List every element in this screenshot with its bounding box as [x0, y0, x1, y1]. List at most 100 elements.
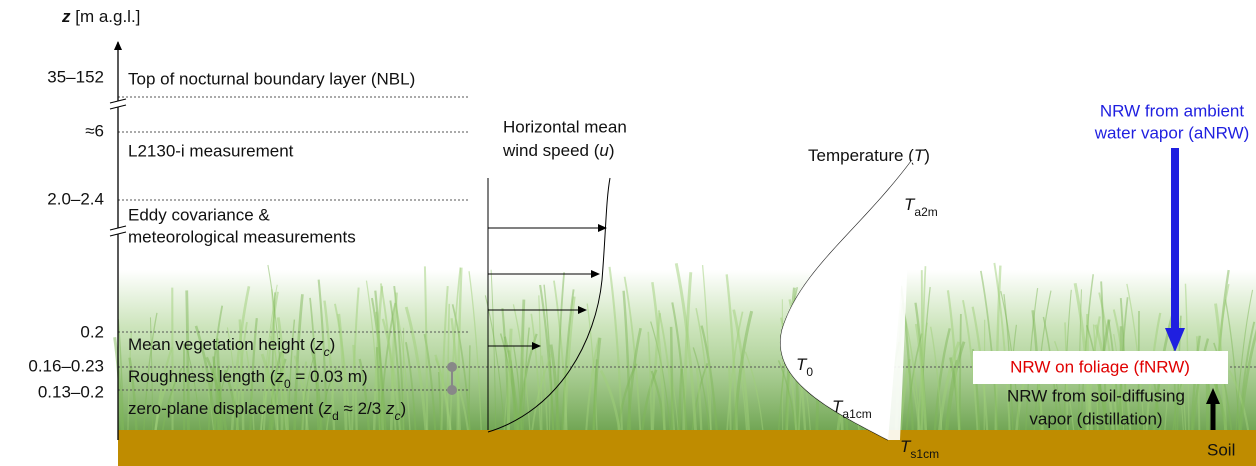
grass-blade [300, 357, 315, 433]
grass-blade [185, 290, 190, 433]
tick-label: ≈6 [85, 121, 104, 140]
nrw-ambient: NRW from ambient [1100, 101, 1244, 120]
grass-blade [230, 286, 251, 433]
grass-blade [379, 283, 397, 433]
level-text: Eddy covariance & [128, 205, 270, 224]
grass-blade [586, 303, 598, 433]
temperature-label: Ta1cm [832, 397, 872, 421]
grass-blade [434, 354, 451, 433]
nrw-soil: vapor (distillation) [1029, 409, 1162, 428]
grass-blade [538, 295, 543, 433]
grass-blade [962, 300, 979, 433]
grass-blade [543, 284, 554, 433]
temperature-label: T0 [796, 355, 813, 379]
level-text: meteorological measurements [128, 227, 356, 246]
grass-blade [154, 347, 173, 433]
grass-blade [215, 338, 222, 433]
grass-blade [200, 364, 215, 433]
grass-blade [323, 300, 336, 433]
grass-blade [945, 341, 966, 433]
grass-blade [268, 351, 282, 433]
grass-blade [530, 313, 542, 433]
grass-blade [946, 290, 961, 433]
grass-blade [993, 262, 1011, 433]
nrw-soil: NRW from soil-diffusing [1007, 386, 1185, 405]
grass-blade [127, 332, 132, 433]
grass-blade [549, 344, 561, 433]
tick-label: 0.16–0.23 [28, 356, 104, 375]
temperature-title: Temperature (T) [808, 146, 930, 165]
grass-blade [933, 328, 951, 433]
level-text: L2130-i measurement [128, 141, 294, 160]
grass-blade [381, 318, 402, 433]
grass-blade [311, 350, 323, 433]
axis-break [109, 225, 127, 237]
soil-label: Soil [1207, 440, 1235, 459]
grass-blade [437, 371, 442, 433]
grass-blade [305, 371, 312, 433]
grass-blade [352, 344, 358, 433]
grass-blade [692, 347, 710, 433]
grass-blade [161, 367, 183, 433]
grass-blade [592, 337, 602, 433]
nrw-ambient: water vapor (aNRW) [1094, 123, 1250, 142]
level-text: Roughness length (z0 = 0.03 m) [128, 367, 368, 391]
level-text: Top of nocturnal boundary layer (NBL) [128, 69, 415, 88]
grass-blade [1073, 282, 1094, 433]
temperature-label: Ta2m [904, 195, 938, 219]
grass-blade [651, 282, 666, 433]
grass-blade [599, 369, 622, 433]
grass-blade [301, 361, 308, 433]
grass-blade [259, 370, 274, 433]
wind-title: Horizontal mean [503, 117, 627, 136]
grass-blade [186, 347, 201, 433]
grass-blade [1184, 283, 1190, 433]
grass-blade [1126, 283, 1145, 433]
grass-blade [732, 310, 754, 433]
grass-blade [695, 367, 703, 433]
grass-blade [271, 289, 279, 433]
tick-label: 0.2 [80, 322, 104, 341]
grass-blade [205, 356, 228, 433]
grass-blade [440, 285, 449, 433]
grass-blade [512, 304, 531, 433]
nrw-foliage: NRW on foliage (fNRW) [1010, 357, 1190, 376]
level-text: zero-plane displacement (zd ≈ 2/3 zc) [128, 399, 406, 423]
grass-blade [1224, 299, 1240, 433]
grass-blade [668, 366, 679, 433]
grass-blade [143, 312, 158, 433]
grass-blade [920, 270, 924, 433]
grass-blade [695, 308, 712, 433]
grass-blade [561, 289, 575, 433]
tick-label: 2.0–2.4 [47, 189, 104, 208]
grass-blade [404, 306, 428, 433]
grass-blade [468, 271, 482, 433]
grass-blade [1235, 289, 1254, 433]
grass-blade [334, 303, 352, 433]
grass-blade [1228, 369, 1250, 433]
grass-blade [405, 341, 417, 433]
grass-blade [914, 323, 928, 433]
grass-blade [701, 264, 712, 433]
grass-blade [374, 290, 385, 433]
tick-label: 35–152 [47, 67, 104, 86]
grass-blade [647, 331, 653, 433]
grass-blade [446, 303, 451, 433]
grass-blade [113, 337, 124, 433]
grass-blade [149, 317, 154, 433]
grass-blade [287, 319, 296, 433]
grass-blade [669, 326, 674, 433]
grass-blade [700, 325, 718, 433]
grass-blade [640, 369, 658, 433]
grass-blade [262, 291, 279, 433]
grass-blade [395, 303, 411, 433]
soil-layer [118, 430, 1256, 466]
grass-blade [389, 300, 403, 433]
grass-blade [626, 327, 642, 433]
axis-break [109, 98, 127, 110]
grass-blade [531, 353, 553, 433]
grass-blade [744, 351, 764, 433]
grass-blade [553, 280, 568, 433]
grass-blade [128, 357, 138, 433]
grass-blade [944, 359, 958, 433]
